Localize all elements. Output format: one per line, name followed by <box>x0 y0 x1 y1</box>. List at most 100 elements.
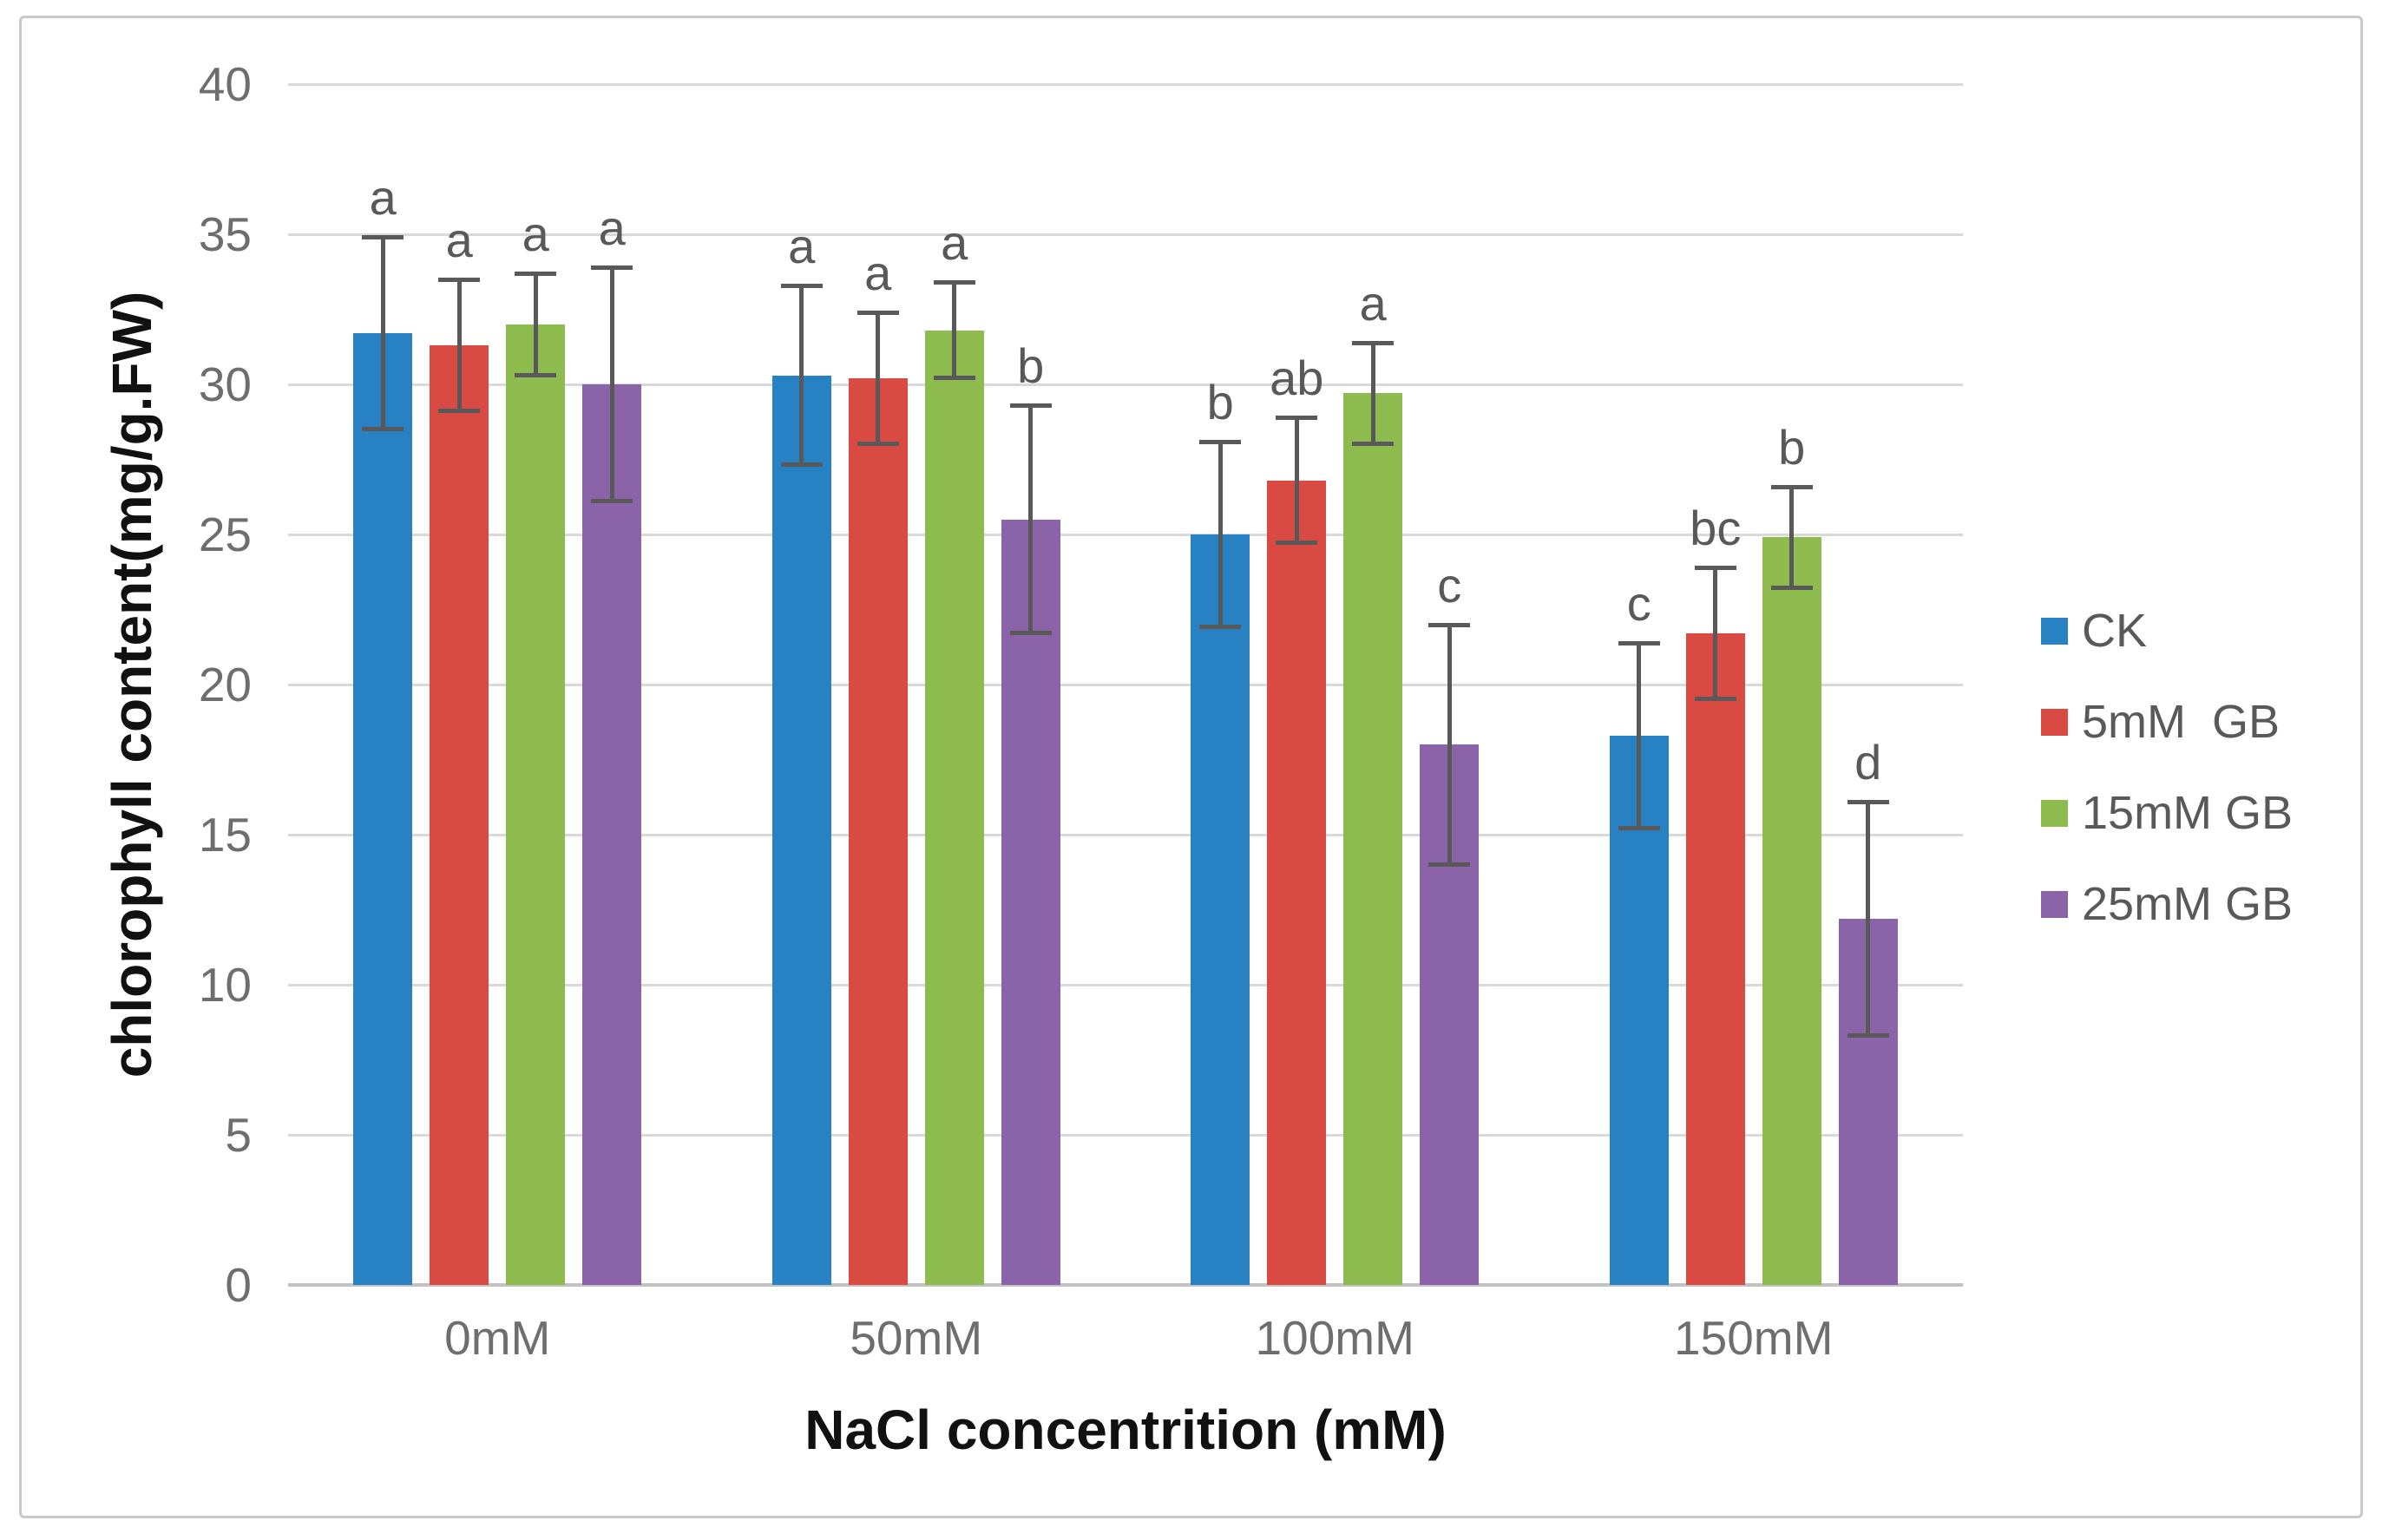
gridline <box>288 233 1963 236</box>
error-bar-line <box>609 267 614 501</box>
sig-letter: a <box>1359 275 1387 331</box>
y-tick-label: 30 <box>198 357 252 411</box>
error-bar-cap-bottom <box>438 409 481 414</box>
error-bar-cap-top <box>1694 566 1736 571</box>
bar-25mMGB-0mM <box>582 384 642 1285</box>
sig-letter: a <box>864 245 892 300</box>
gridline <box>288 534 1963 536</box>
bar-5mMGB-50mM <box>848 378 908 1285</box>
legend-swatch <box>2041 708 2068 736</box>
legend-swatch <box>2041 617 2068 645</box>
bar-CK-0mM <box>353 333 413 1285</box>
sig-letter: c <box>1437 557 1462 613</box>
sig-letter: a <box>598 200 626 256</box>
gridline <box>288 984 1963 986</box>
error-bar-line <box>952 282 957 379</box>
bar-5mMGB-150mM <box>1685 633 1745 1285</box>
legend-label: 5mM GB <box>2082 696 2281 748</box>
sig-letter: a <box>369 170 397 226</box>
gridline <box>288 834 1963 836</box>
sig-letter: ab <box>1270 351 1324 406</box>
legend-item-25mMGB: 25mM GB <box>2041 879 2293 929</box>
y-tick-label: 15 <box>198 808 252 862</box>
error-bar-cap-top <box>1009 403 1052 409</box>
y-tick-label: 0 <box>225 1258 252 1312</box>
legend-label: CK <box>2082 605 2148 657</box>
error-bar-cap-bottom <box>1276 541 1318 546</box>
error-bar-cap-top <box>1428 622 1471 627</box>
error-bar-line <box>533 272 538 376</box>
error-bar-cap-top <box>933 280 975 285</box>
error-bar-cap-bottom <box>1694 697 1736 702</box>
error-bar-cap-bottom <box>591 498 633 503</box>
error-bar-cap-top <box>1618 640 1660 645</box>
y-tick-label: 5 <box>225 1108 252 1162</box>
bar-15mMGB-100mM <box>1343 393 1403 1285</box>
legend: CK 5mM GB 15mM GB 25mM GB <box>2041 606 2293 929</box>
sig-letter: bc <box>1690 501 1742 556</box>
sig-letter: d <box>1854 734 1882 790</box>
sig-letter: c <box>1626 575 1651 631</box>
error-bar-cap-top <box>438 277 481 282</box>
error-bar-line <box>1294 417 1299 544</box>
bar-5mMGB-0mM <box>430 345 489 1285</box>
error-bar-cap-bottom <box>933 376 975 381</box>
error-bar-cap-top <box>362 235 404 240</box>
bar-CK-50mM <box>771 375 831 1285</box>
bar-5mMGB-100mM <box>1267 480 1327 1285</box>
error-bar-line <box>1370 342 1375 445</box>
legend-swatch <box>2041 890 2068 918</box>
error-bar-cap-top <box>1276 416 1318 421</box>
sig-letter: a <box>941 215 968 271</box>
error-bar-cap-top <box>1199 439 1242 444</box>
y-tick-label: 20 <box>198 658 252 711</box>
error-bar-line <box>1447 624 1452 865</box>
error-bar-cap-top <box>856 310 899 315</box>
gridline <box>288 1134 1963 1137</box>
error-bar-line <box>799 285 804 466</box>
legend-item-5mMGB: 5mM GB <box>2041 697 2293 747</box>
error-bar-cap-bottom <box>1199 625 1242 630</box>
sig-letter: a <box>788 218 816 273</box>
error-bar-line <box>1713 567 1718 700</box>
sig-letter: b <box>1778 419 1806 475</box>
y-tick-label: 10 <box>198 958 252 1012</box>
error-bar-cap-bottom <box>780 462 823 468</box>
error-bar-cap-bottom <box>856 442 899 447</box>
legend-item-CK: CK <box>2041 606 2293 656</box>
sig-letter: b <box>1017 338 1045 394</box>
error-bar-cap-bottom <box>1770 586 1813 591</box>
bar-15mMGB-0mM <box>506 324 566 1285</box>
error-bar-cap-bottom <box>1352 442 1395 447</box>
error-bar-line <box>1637 642 1642 829</box>
gridline <box>288 83 1963 86</box>
error-bar-line <box>456 279 462 412</box>
error-bar-line <box>1217 441 1223 628</box>
gridline <box>288 684 1963 686</box>
error-bar-line <box>1866 801 1871 1036</box>
y-axis-title: chlorophyll content(mg/g.FW) <box>101 291 163 1078</box>
error-bar-cap-top <box>1770 484 1813 489</box>
error-bar-cap-top <box>591 265 633 271</box>
error-bar-cap-top <box>515 271 557 276</box>
bar-CK-100mM <box>1191 534 1250 1285</box>
legend-label: 15mM GB <box>2082 787 2294 839</box>
gridline <box>288 383 1963 386</box>
error-bar-line <box>380 237 385 429</box>
error-bar-line <box>1028 405 1034 634</box>
error-bar-cap-bottom <box>1847 1032 1889 1038</box>
y-tick-label: 35 <box>198 207 252 261</box>
error-bar-line <box>1789 486 1795 589</box>
x-category-label: 0mM <box>444 1311 551 1365</box>
legend-label: 25mM GB <box>2082 878 2294 930</box>
error-bar-cap-top <box>1847 799 1889 804</box>
error-bar-cap-bottom <box>1428 862 1471 867</box>
legend-swatch <box>2041 799 2068 827</box>
x-category-label: 100mM <box>1255 1311 1414 1365</box>
x-category-label: 50mM <box>850 1311 983 1365</box>
sig-letter: a <box>445 212 473 267</box>
x-axis-title: NaCl concentrition (mM) <box>804 1399 1447 1461</box>
bar-15mMGB-150mM <box>1762 537 1821 1285</box>
error-bar-cap-bottom <box>1618 826 1660 831</box>
